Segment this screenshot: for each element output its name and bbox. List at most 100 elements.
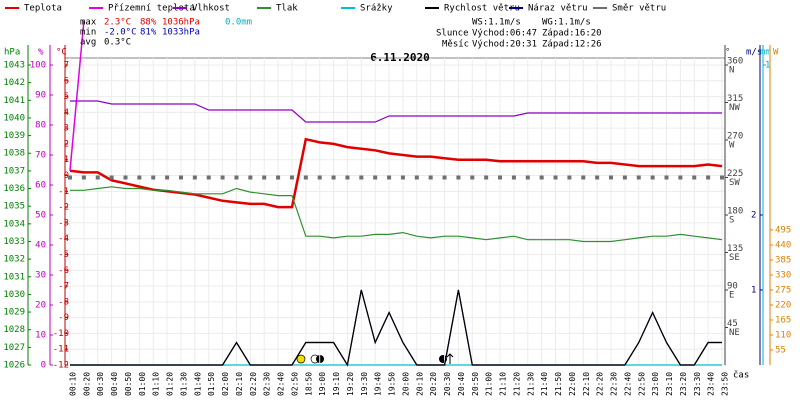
direction-marker — [525, 175, 530, 180]
direction-marker — [636, 175, 641, 180]
y-tick-label: 440 — [775, 241, 791, 251]
direction-marker — [442, 175, 447, 180]
direction-marker — [456, 175, 461, 180]
direction-marker — [234, 175, 239, 180]
x-tick-label: 22:00 — [568, 372, 577, 396]
stats-value: 0.3°C — [104, 38, 131, 48]
x-tick-label: 19:10 — [332, 372, 341, 396]
stats-label: avg — [80, 38, 96, 48]
x-tick-label: 23:40 — [707, 372, 716, 396]
legend-label: Přízemní teplota — [108, 4, 195, 14]
direction-marker — [539, 175, 544, 180]
y-tick-label: -9 — [58, 313, 69, 323]
x-tick-label: 21:10 — [499, 372, 508, 396]
y-tick-label: 20 — [35, 301, 46, 311]
x-tick-label: 02:40 — [277, 372, 286, 396]
sun-rise-icon — [296, 354, 306, 364]
legend-label: Srážky — [360, 4, 393, 14]
y-tick-label: 1034 — [3, 219, 25, 229]
compass-label: S — [729, 216, 734, 226]
stats-value: 1033hPa — [162, 28, 200, 38]
y-tick-label: 1040 — [3, 113, 25, 123]
legend-label: Rychlost větru — [444, 4, 520, 14]
direction-marker — [165, 175, 170, 180]
y-tick-label: 30 — [35, 271, 46, 281]
x-tick-label: 20:50 — [471, 372, 480, 396]
x-tick-label: 21:40 — [540, 372, 549, 396]
direction-marker — [609, 175, 614, 180]
y-tick-label: -6 — [58, 266, 69, 276]
direction-marker — [192, 175, 197, 180]
x-tick-label: 19:30 — [360, 372, 369, 396]
direction-marker — [220, 175, 225, 180]
direction-marker — [331, 175, 336, 180]
y-tick-label: 1042 — [3, 78, 25, 88]
axis-unit-label: % — [38, 48, 44, 58]
x-tick-label: 18:50 — [304, 372, 313, 396]
y-tick-label: 270 — [727, 132, 743, 142]
stats-label: max — [80, 18, 97, 28]
y-tick-label: 1041 — [3, 96, 25, 106]
direction-marker — [414, 175, 419, 180]
compass-label: E — [729, 291, 734, 301]
y-tick-label: -2 — [58, 203, 69, 213]
x-tick-label: 20:00 — [401, 372, 410, 396]
x-tick-label: 02:10 — [235, 372, 244, 396]
y-tick-label: 180 — [727, 207, 743, 217]
direction-marker — [428, 175, 433, 180]
y-tick-label: -1 — [58, 187, 69, 197]
y-tick-label: -12 — [53, 361, 69, 371]
stats-value: 2.3°C — [104, 18, 131, 28]
y-tick-label: 1039 — [3, 131, 25, 141]
direction-marker — [262, 175, 267, 180]
series-line — [70, 186, 723, 243]
x-tick-label: 22:10 — [582, 372, 591, 396]
info-text: Slunce — [436, 29, 469, 39]
direction-marker — [664, 175, 669, 180]
x-tick-label: 23:50 — [721, 372, 730, 396]
x-tick-label: 01:20 — [166, 372, 175, 396]
y-tick-label: 2 — [64, 139, 69, 149]
y-tick-label: 40 — [35, 241, 46, 251]
x-tick-label: 20:30 — [443, 372, 452, 396]
y-tick-label: 1036 — [3, 184, 25, 194]
y-tick-label: 1035 — [3, 202, 25, 212]
info-text: Východ:20:31 — [472, 40, 537, 50]
x-tick-label: 20:20 — [429, 372, 438, 396]
x-tick-label: 19:40 — [374, 372, 383, 396]
x-tick-label: 22:40 — [623, 372, 632, 396]
x-tick-label: 00:20 — [82, 372, 91, 396]
direction-marker — [373, 175, 378, 180]
y-tick-label: 80 — [35, 121, 46, 131]
x-axis-label: čas — [733, 370, 749, 381]
y-tick-label: 330 — [775, 271, 791, 281]
y-tick-label: 1038 — [3, 149, 25, 159]
x-tick-label: 01:10 — [152, 372, 161, 396]
y-tick-label: 1029 — [3, 308, 25, 318]
legend-label: Vlhkost — [192, 4, 230, 14]
direction-marker — [137, 175, 142, 180]
y-tick-label: -10 — [53, 329, 69, 339]
y-tick-label: 1 — [64, 155, 69, 165]
axis-unit-label: ° — [725, 48, 730, 58]
y-tick-label: 6 — [64, 76, 69, 86]
y-tick-label: 135 — [727, 244, 743, 254]
direction-marker — [650, 175, 655, 180]
direction-marker — [553, 175, 558, 180]
y-tick-label: 4 — [64, 108, 69, 118]
y-tick-label: -3 — [58, 218, 69, 228]
direction-marker — [720, 175, 724, 180]
x-tick-label: 02:20 — [249, 372, 258, 396]
y-tick-label: -4 — [58, 234, 69, 244]
y-tick-label: 110 — [775, 331, 791, 341]
axis-unit-label: hPa — [4, 48, 20, 58]
info-text: Měsíc — [442, 40, 469, 50]
info-text: Západ:16:20 — [542, 29, 602, 39]
y-tick-label: 360 — [727, 57, 743, 67]
direction-marker — [567, 175, 572, 180]
y-tick-label: 3 — [64, 124, 69, 134]
x-tick-label: 23:10 — [665, 372, 674, 396]
info-text: Východ:06:47 — [472, 29, 537, 39]
compass-label: NW — [729, 103, 740, 113]
